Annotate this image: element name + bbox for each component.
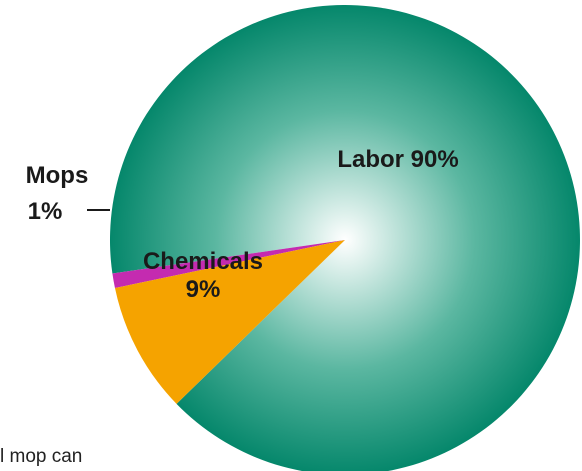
pie-slice-mops [112,240,346,289]
label-mops-value: 1% [28,198,63,225]
caption-text-fragment: l mop can [0,446,83,467]
pie-slice-chemicals [114,240,345,404]
label-chemicals-name: Chemicals [143,248,263,275]
label-chemicals-value: 9% [186,276,221,303]
pie-slice-labor [110,4,580,471]
label-mops-name: Mops [26,162,89,189]
label-labor: Labor 90% [337,146,458,173]
